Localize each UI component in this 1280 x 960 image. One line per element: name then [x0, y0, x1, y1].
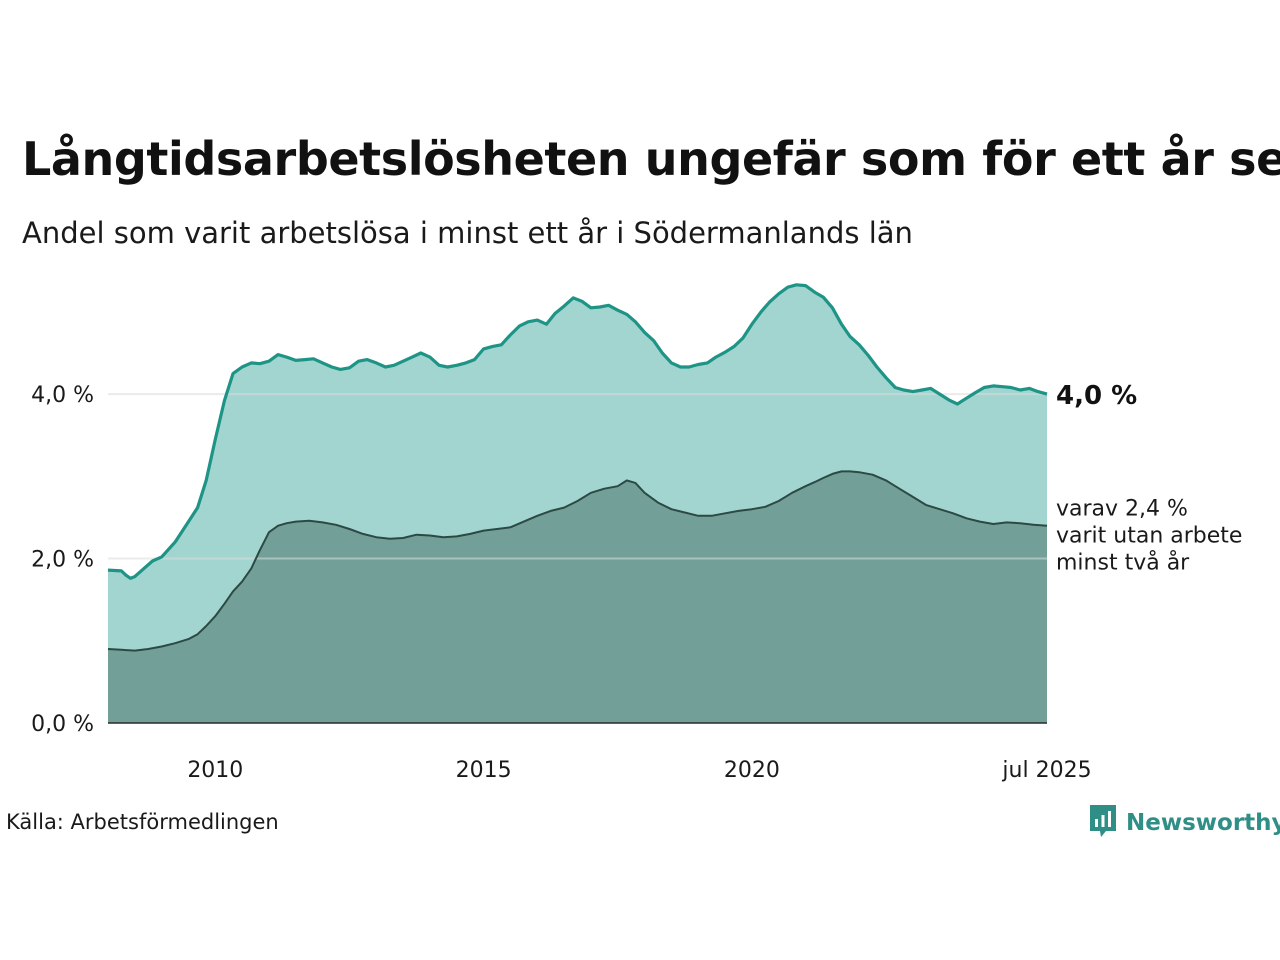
chart-title: Långtidsarbetslösheten ungefär som för e… — [22, 132, 1280, 186]
x-tick-label: 2015 — [456, 758, 512, 783]
chart-bars-icon — [1088, 803, 1118, 843]
series-line-long-term — [107, 283, 1048, 580]
y-tick-label: 0,0 % — [31, 712, 94, 737]
source-note: Källa: Arbetsförmedlingen — [6, 810, 279, 834]
x-tick-label: 2010 — [187, 758, 243, 783]
x-tick-label: 2020 — [724, 758, 780, 783]
end-value-label: 4,0 % — [1056, 381, 1137, 411]
y-tick-label: 4,0 % — [31, 383, 94, 408]
x-tick-label: jul 2025 — [1001, 758, 1091, 783]
secondary-series-label: varit utan arbete — [1056, 524, 1242, 549]
y-tick-label: 2,0 % — [31, 548, 94, 573]
series-area-two-years — [108, 471, 1047, 723]
area-chart: 0,0 % 2,0 % 4,0 % 2010 2015 2020 jul 2025 4,0 %… — [31, 283, 1242, 783]
newsworthy-logo[interactable]: Newsworthy — [1088, 803, 1280, 843]
series-line-two-years — [107, 470, 1048, 652]
brand-name: Newsworthy — [1126, 810, 1280, 836]
secondary-series-label: minst två år — [1056, 550, 1190, 576]
chart-subtitle: Andel som varit arbetslösa i minst ett å… — [22, 216, 913, 250]
secondary-series-label: varav 2,4 % — [1056, 497, 1188, 522]
